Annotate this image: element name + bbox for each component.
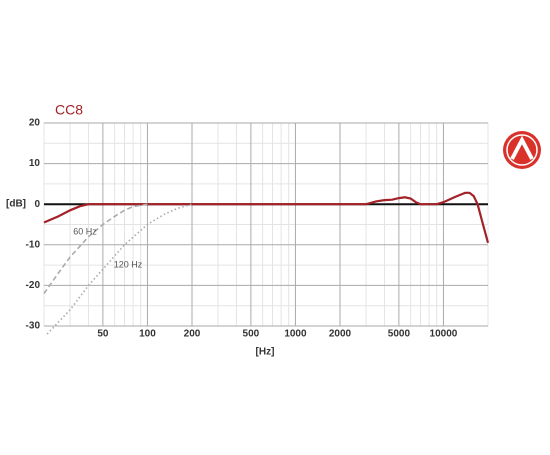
x-tick-label: 500 — [243, 329, 260, 340]
y-tick-label: 20 — [29, 118, 41, 129]
y-tick-label: -20 — [26, 280, 41, 291]
x-tick-label: 2000 — [329, 329, 352, 340]
y-axis-label: [dB] — [6, 199, 26, 210]
logo — [503, 131, 541, 169]
series-line — [43, 203, 148, 294]
series-label: 120 Hz — [114, 259, 143, 269]
x-tick-label: 50 — [97, 329, 109, 340]
y-tick-label: 0 — [34, 199, 40, 210]
x-tick-label: 10000 — [430, 329, 458, 340]
series-label: 60 Hz — [73, 226, 97, 236]
y-tick-label: 10 — [29, 158, 41, 169]
series-line — [43, 191, 490, 244]
x-tick-label: 1000 — [284, 329, 307, 340]
x-axis-label: [Hz] — [256, 347, 275, 358]
x-tick-label: 5000 — [388, 329, 411, 340]
x-tick-label: 200 — [184, 329, 201, 340]
y-tick-label: -10 — [26, 239, 41, 250]
chart-title: CC8 — [55, 102, 83, 118]
x-tick-label: 100 — [139, 329, 156, 340]
y-tick-label: -30 — [26, 321, 41, 332]
